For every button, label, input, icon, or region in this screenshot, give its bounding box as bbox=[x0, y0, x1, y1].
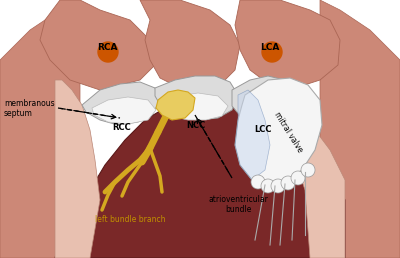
Text: RCC: RCC bbox=[113, 124, 131, 133]
Circle shape bbox=[98, 42, 118, 62]
Polygon shape bbox=[92, 97, 156, 124]
Circle shape bbox=[251, 175, 265, 189]
Polygon shape bbox=[235, 90, 270, 180]
Polygon shape bbox=[82, 82, 160, 125]
Polygon shape bbox=[155, 76, 238, 120]
Circle shape bbox=[262, 42, 282, 62]
Text: LCC: LCC bbox=[254, 125, 272, 134]
Polygon shape bbox=[40, 0, 160, 90]
Circle shape bbox=[261, 179, 275, 193]
Circle shape bbox=[271, 179, 285, 193]
Text: membranous: membranous bbox=[4, 99, 55, 108]
Polygon shape bbox=[235, 0, 340, 88]
Polygon shape bbox=[232, 76, 295, 122]
Polygon shape bbox=[140, 0, 240, 90]
Polygon shape bbox=[320, 0, 400, 258]
Text: bundle: bundle bbox=[225, 206, 251, 214]
Text: RCA: RCA bbox=[97, 44, 117, 52]
Circle shape bbox=[291, 171, 305, 185]
Polygon shape bbox=[0, 0, 80, 258]
Polygon shape bbox=[156, 90, 195, 120]
Polygon shape bbox=[55, 80, 100, 258]
Polygon shape bbox=[55, 90, 345, 258]
Polygon shape bbox=[285, 115, 345, 258]
Text: atrioventricular: atrioventricular bbox=[208, 196, 268, 205]
Text: LCA: LCA bbox=[260, 44, 280, 52]
Circle shape bbox=[301, 163, 315, 177]
Text: mitral valve: mitral valve bbox=[272, 110, 304, 154]
Text: septum: septum bbox=[4, 109, 33, 117]
Circle shape bbox=[281, 176, 295, 190]
Polygon shape bbox=[235, 78, 322, 185]
Text: NCC: NCC bbox=[186, 120, 206, 130]
Polygon shape bbox=[162, 93, 228, 120]
Text: left bundle branch: left bundle branch bbox=[95, 215, 165, 224]
